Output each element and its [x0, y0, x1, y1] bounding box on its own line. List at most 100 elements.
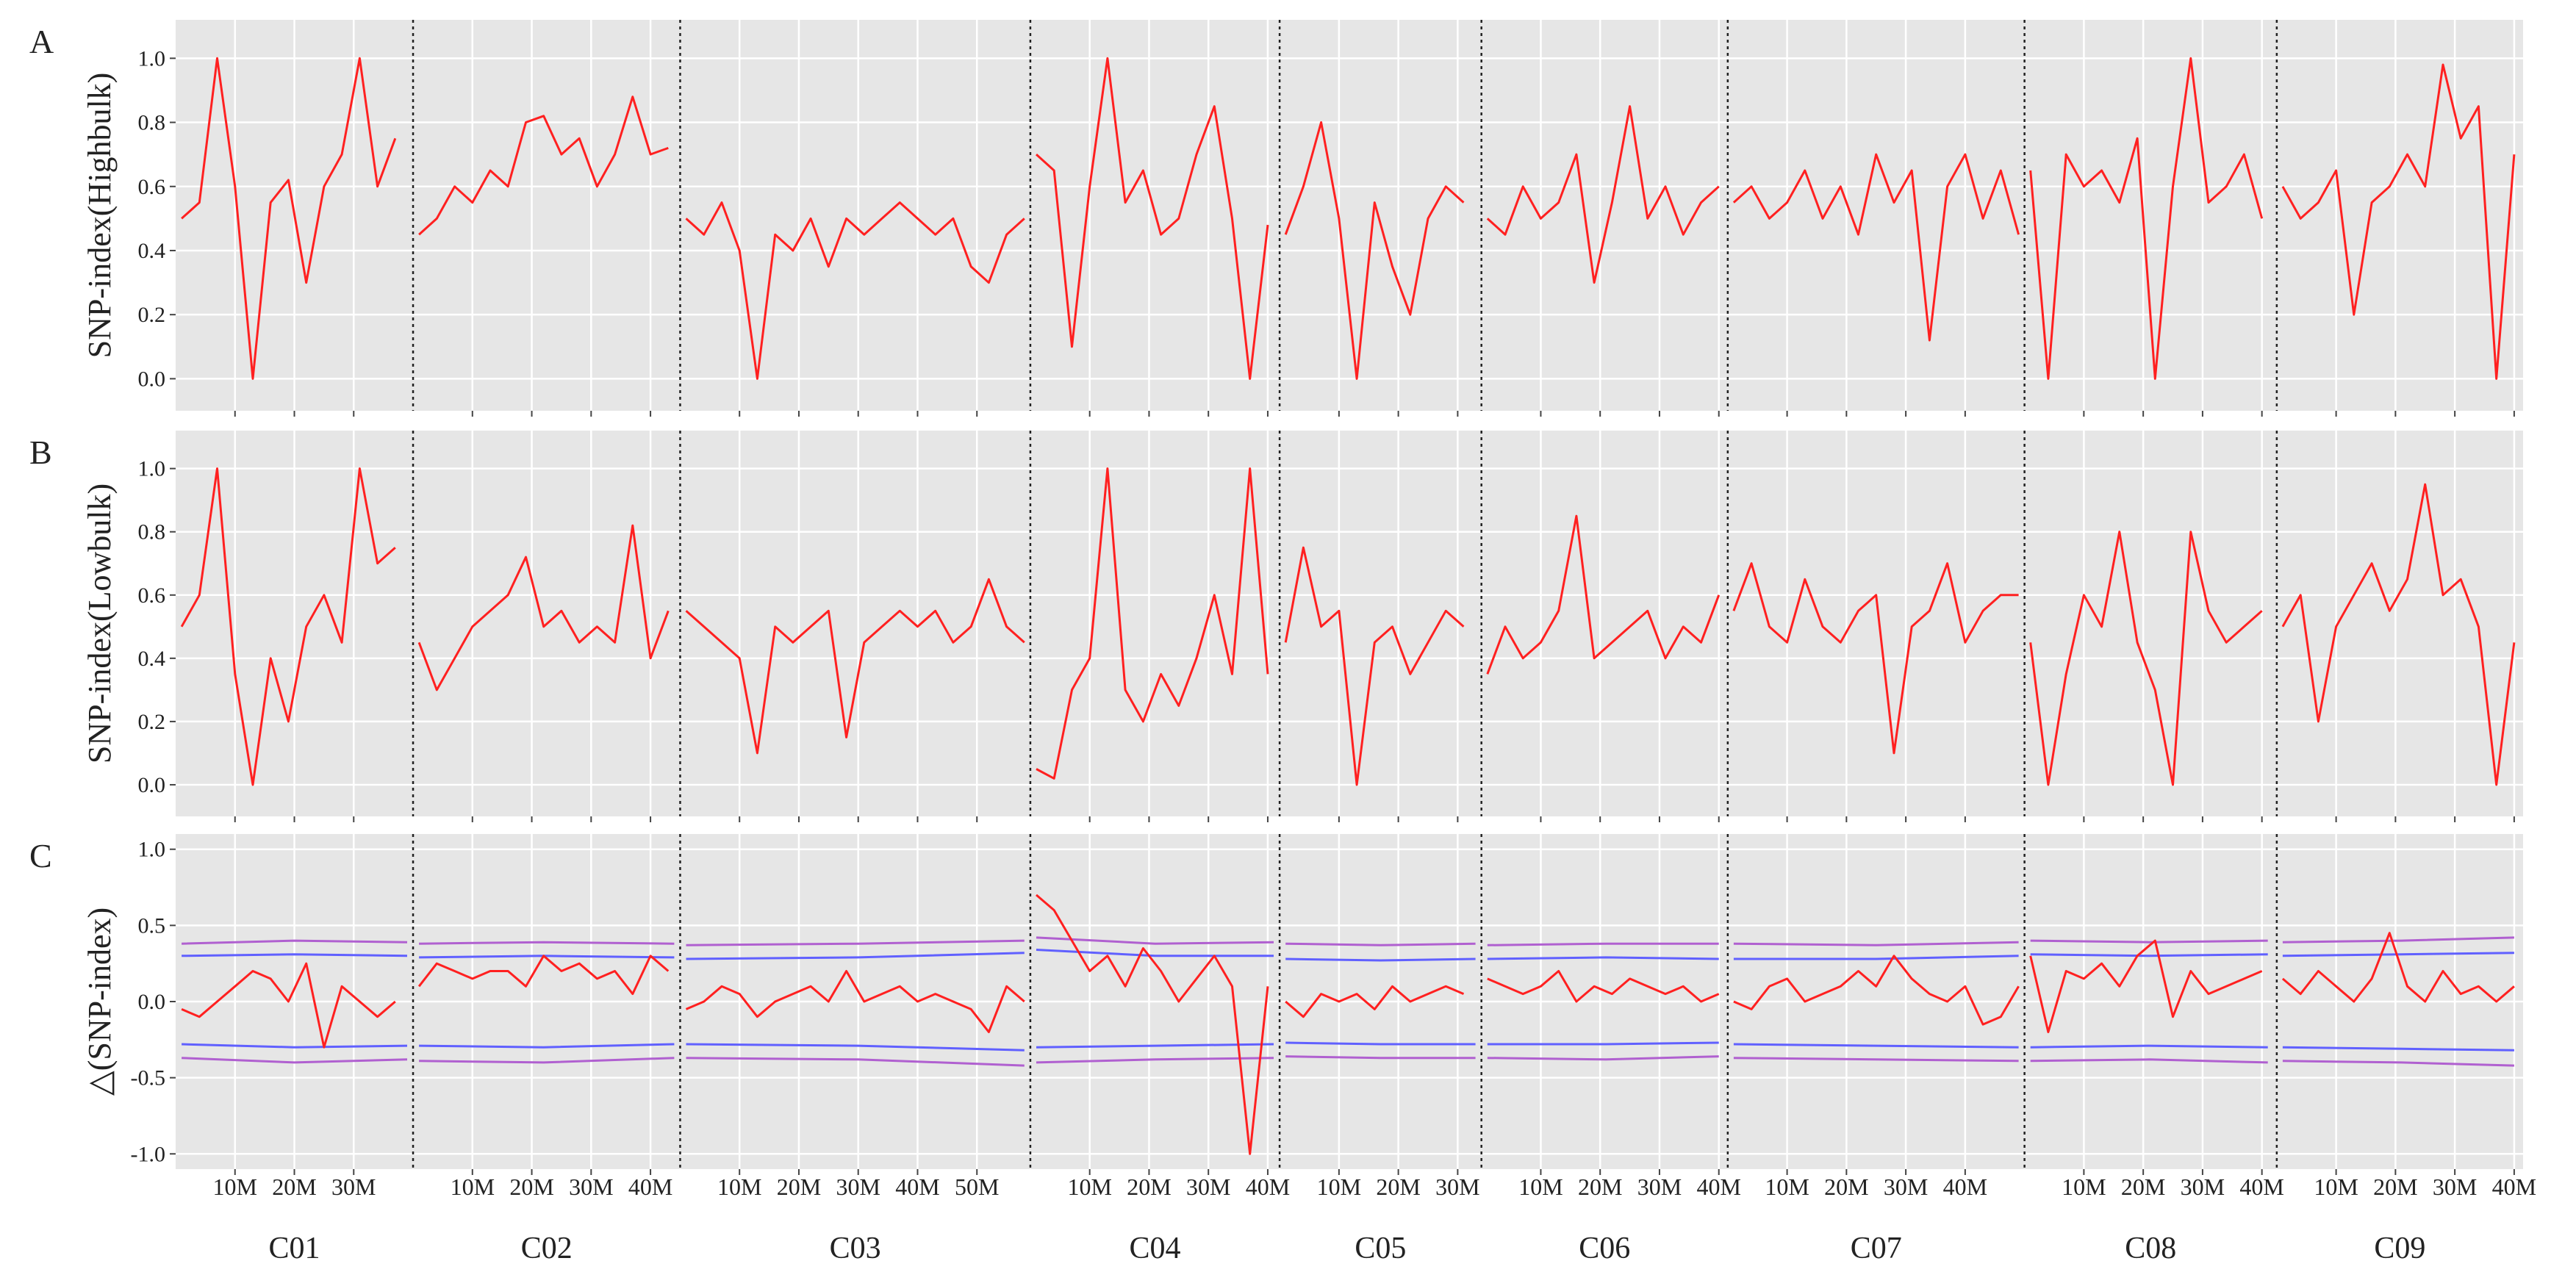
data-line [1036, 949, 1274, 957]
y-tick-label: 1.0 [138, 46, 166, 71]
data-line [2029, 57, 2264, 380]
y-axis-title: SNP-index(Highbulk) [82, 73, 118, 359]
panel-label: B [29, 434, 52, 471]
data-line [1036, 936, 1274, 945]
x-tick-label: 20M [509, 1174, 553, 1200]
data-line [2281, 932, 2515, 1003]
data-line [2029, 939, 2263, 1033]
y-tick-label: 1.0 [138, 838, 166, 862]
data-line [2282, 1046, 2514, 1052]
data-line [180, 467, 396, 786]
x-tick-label: 40M [2239, 1174, 2283, 1200]
data-line [686, 1057, 1025, 1067]
x-tick-label: 30M [1637, 1174, 1682, 1200]
data-line [1036, 1043, 1274, 1049]
x-tick-label: 30M [2433, 1174, 2477, 1200]
y-tick-label: 0.5 [138, 913, 166, 938]
x-tick-label: 30M [836, 1174, 880, 1200]
x-tick-label: 30M [331, 1174, 376, 1200]
y-tick-label: 0.8 [138, 520, 166, 545]
x-tick-label: 30M [569, 1174, 613, 1200]
data-line [1035, 57, 1269, 380]
y-tick-label: 0.8 [138, 111, 166, 135]
data-line [2030, 953, 2268, 957]
data-line [1486, 514, 1721, 675]
data-line [2030, 1044, 2268, 1049]
x-tick-label: 10M [1067, 1174, 1111, 1200]
x-tick-label: 20M [1578, 1174, 1622, 1200]
data-line [1732, 153, 2020, 342]
y-tick-label: 0.6 [138, 583, 166, 608]
data-line [1285, 1055, 1476, 1060]
data-line [419, 941, 675, 945]
data-line [182, 1043, 408, 1049]
y-tick-label: 0.0 [138, 773, 166, 797]
y-tick-label: 0.0 [138, 990, 166, 1014]
data-line [419, 1043, 675, 1049]
data-line [181, 57, 397, 380]
x-tick-label: 20M [1824, 1174, 1868, 1200]
data-line [417, 524, 670, 691]
data-line [2030, 1058, 2268, 1064]
data-line [2282, 936, 2514, 944]
y-tick-label: 0.4 [138, 647, 166, 671]
data-line [686, 939, 1025, 946]
y-tick-label: -1.0 [131, 1142, 166, 1166]
chromosome-label: C07 [1851, 1232, 1902, 1265]
chromosome-label: C05 [1355, 1232, 1406, 1265]
y-axis-title: △(SNP-index) [82, 908, 118, 1096]
data-line [181, 962, 396, 1049]
panel-label: A [29, 23, 54, 60]
data-line [685, 578, 1025, 755]
x-tick-label: 10M [213, 1174, 257, 1200]
x-tick-label: 20M [1376, 1174, 1420, 1200]
y-axis-title: SNP-index(Lowbulk) [82, 484, 118, 763]
y-tick-label: 0.2 [138, 710, 166, 734]
y-tick-label: 0.4 [138, 239, 166, 263]
y-tick-label: -0.5 [131, 1066, 166, 1090]
data-line [182, 1057, 408, 1064]
data-line [2281, 483, 2516, 786]
data-line [2281, 63, 2516, 380]
plot-background [176, 20, 2523, 411]
chromosome-label: C08 [2125, 1232, 2176, 1265]
data-line [1036, 1057, 1274, 1064]
data-line [1284, 546, 1465, 786]
x-tick-label: 40M [2492, 1174, 2536, 1200]
y-tick-label: 0.0 [138, 367, 166, 391]
chromosome-label: C09 [2374, 1232, 2425, 1265]
x-tick-label: 10M [1317, 1174, 1361, 1200]
data-line [2029, 531, 2263, 786]
x-tick-label: 20M [2121, 1174, 2165, 1200]
x-tick-label: 10M [1518, 1174, 1563, 1200]
x-tick-label: 40M [1943, 1174, 1987, 1200]
data-line [1487, 1055, 1719, 1061]
data-line [418, 96, 669, 236]
x-tick-label: 40M [1246, 1174, 1290, 1200]
plot-background [176, 431, 2523, 816]
x-tick-label: 10M [717, 1174, 761, 1200]
x-tick-label: 30M [1884, 1174, 1928, 1200]
x-tick-label: 20M [2373, 1174, 2417, 1200]
data-line [1733, 955, 2020, 1026]
data-line [685, 970, 1025, 1033]
x-tick-label: 10M [1765, 1174, 1809, 1200]
data-line [1733, 1043, 2019, 1049]
data-line [1285, 1041, 1476, 1046]
data-line [1036, 467, 1269, 780]
data-line [1487, 1041, 1719, 1046]
data-line [1285, 957, 1476, 962]
data-line [2282, 1060, 2514, 1067]
x-tick-label: 50M [955, 1174, 999, 1200]
chromosome-label: C03 [830, 1232, 881, 1265]
data-line [1285, 985, 1465, 1018]
data-line [2282, 952, 2514, 957]
data-line [417, 955, 670, 996]
data-line [686, 1043, 1025, 1052]
x-tick-label: 10M [2062, 1174, 2106, 1200]
chromosome-label: C02 [521, 1232, 573, 1265]
x-tick-label: 30M [1186, 1174, 1230, 1200]
data-line [1487, 970, 1720, 1003]
x-tick-label: 40M [895, 1174, 939, 1200]
